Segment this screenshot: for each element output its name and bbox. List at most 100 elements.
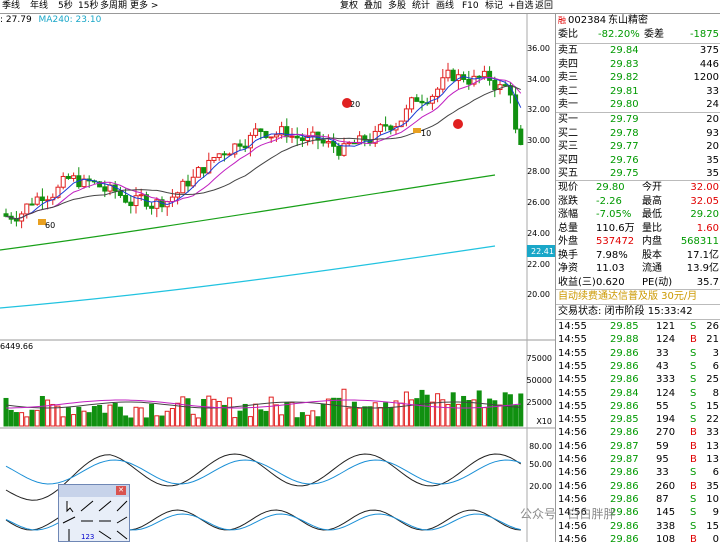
volume-bar (383, 402, 389, 427)
close-icon[interactable]: ✕ (116, 486, 126, 495)
volume-bar (419, 389, 425, 427)
volume-bar (164, 410, 170, 427)
candle (466, 78, 472, 85)
volume-bar (409, 399, 415, 427)
promo-link[interactable]: 自动续费通达信普及版 30元/月 (558, 291, 698, 302)
candle (435, 88, 441, 97)
bid-row: 买三 29.77 20 (558, 141, 719, 152)
ma5-line (5, 75, 522, 220)
candle (268, 136, 274, 139)
more-menu[interactable]: 更多 > (130, 1, 159, 11)
volume-bar (367, 406, 373, 427)
candle (377, 124, 383, 132)
price-axis-30: 30.00 (527, 136, 550, 145)
svg-text:123: 123 (81, 533, 94, 541)
volume-bar (518, 393, 524, 427)
bid-row: 买二 29.78 93 (558, 127, 719, 139)
candle (60, 175, 66, 188)
volume-bar (258, 409, 264, 427)
volume-bar (149, 403, 155, 427)
tick-row: 14:55 29.86 43 S 6 (558, 360, 719, 372)
volume-bar (195, 417, 201, 427)
candle (180, 180, 186, 194)
candle (325, 141, 331, 144)
tick-row: 14:55 29.86 55 S 15 (558, 400, 719, 412)
vol-axis-75000: 75000 (526, 354, 552, 363)
volume-bar (279, 414, 285, 427)
volume-bar (221, 404, 227, 427)
kline-chart[interactable]: 22.41 20 10 60 (0, 0, 555, 542)
candle (3, 213, 9, 217)
candle (24, 203, 30, 215)
stats-button[interactable]: 统计 (412, 1, 431, 11)
ask-row: 卖五 29.84 375 (558, 45, 719, 56)
candle (97, 181, 103, 188)
volume-bar (185, 398, 191, 427)
watermark: 公众号 · 白白胖胖 (520, 507, 616, 521)
candle (476, 75, 482, 78)
volume-bar (450, 392, 456, 427)
period-5s-tab[interactable]: 5秒 (58, 1, 73, 11)
weibi-row: 委比 -82.20% 委差 -1875 (558, 29, 719, 40)
volume-ma1-line (5, 401, 521, 409)
ma240-value: MA240: 23.10 (38, 15, 102, 25)
macd-axis-50: 50.00 (529, 460, 552, 469)
candle (341, 143, 347, 156)
period-year-tab[interactable]: 年线 (30, 1, 49, 11)
period-season-tab[interactable]: 季线 (2, 1, 21, 11)
volume-bar (461, 395, 467, 427)
candle (253, 128, 259, 136)
macd-axis-20: 20.00 (529, 482, 552, 491)
stock-code: 002384 (568, 15, 607, 26)
volume-bar (388, 407, 394, 427)
tick-row: 14:55 29.85 194 S 22 (558, 414, 719, 426)
volume-bar (3, 397, 9, 427)
overlay-button[interactable]: 叠加 (364, 1, 383, 11)
quote-row: 外盘 537472 内盘 568311 (558, 236, 719, 247)
volume-bar (341, 388, 347, 427)
candle (242, 145, 248, 149)
weibi-value: -82.20% (598, 29, 640, 40)
volume-bar (435, 393, 441, 427)
draw-tools-icons[interactable]: 123 (59, 497, 131, 543)
ask-row: 卖一 29.80 24 (558, 99, 719, 110)
annotation-60: 60 (45, 221, 55, 230)
candle (65, 175, 71, 179)
draw-tools-palette[interactable]: ✕ 123 (58, 484, 130, 542)
candle (336, 145, 342, 156)
back-button[interactable]: 返回 (535, 1, 554, 11)
kdj-k-line (5, 453, 522, 501)
mark-button[interactable]: 标记 (485, 1, 504, 11)
fuquan-button[interactable]: 复权 (340, 1, 359, 11)
add-watchlist-button[interactable]: +自选 (508, 1, 534, 11)
multi-period-tab[interactable]: 多周期 (100, 1, 128, 11)
draw-line-button[interactable]: 画线 (436, 1, 455, 11)
volume-bar (201, 398, 207, 427)
quote-row: 涨跌 -2.26 最高 32.05 (558, 195, 719, 207)
multi-stock-button[interactable]: 多股 (388, 1, 407, 11)
quote-row: 总量 110.6万 量比 1.60 (558, 222, 719, 234)
candle (320, 139, 326, 144)
volume-bar (351, 401, 357, 427)
volume-bar (39, 395, 45, 427)
candle (195, 167, 201, 178)
candle (138, 194, 144, 197)
volume-bar (310, 410, 316, 427)
tick-row: 14:56 29.86 270 B 33 (558, 427, 719, 439)
period-15s-tab[interactable]: 15秒 (78, 1, 99, 11)
volume-bars (3, 388, 524, 427)
volume-bar (159, 415, 165, 427)
f10-button[interactable]: F10 (462, 1, 479, 11)
candle (123, 194, 129, 203)
candle (471, 75, 477, 85)
tick-row: 14:56 29.86 108 B 0 (558, 533, 719, 545)
volume-bar (190, 413, 196, 427)
tick-row: 14:56 29.86 338 S 15 (558, 520, 719, 532)
volume-bar (372, 402, 378, 427)
tick-row: 14:56 29.86 145 S 9 (558, 507, 719, 519)
candle (71, 175, 77, 179)
trade-status: 交易状态: 闭市阶段 15:33:42 (558, 306, 693, 317)
volume-bar (76, 406, 82, 427)
volume-bar (320, 403, 326, 427)
tick-row: 14:55 29.86 33 S 3 (558, 347, 719, 359)
